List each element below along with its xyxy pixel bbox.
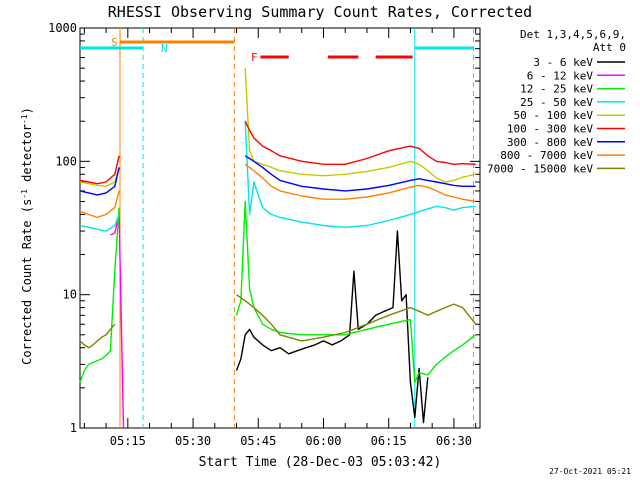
y-tick-label: 100 <box>55 154 77 168</box>
y-axis-label-exp2: -1 <box>20 114 29 124</box>
chart-title: RHESSI Observing Summary Count Rates, Co… <box>108 3 532 21</box>
series-line-8 <box>79 294 477 349</box>
legend-header-line1: Det 1,3,4,5,6,9, <box>520 28 626 41</box>
plot-frame <box>79 27 481 429</box>
series-line-0 <box>235 230 429 424</box>
x-axis-label: Start Time (28-Dec-03 05:03:42) <box>199 455 442 470</box>
y-axis-label: Corrected Count Rate (s-1 detector-1) <box>20 107 35 365</box>
flag-label-f: F <box>251 51 258 64</box>
legend-label-7: 800 - 7000 keV <box>500 149 593 162</box>
flag-label-n: N <box>161 42 168 55</box>
y-axis-label-exp1: -1 <box>20 189 29 199</box>
series-line-4 <box>79 68 476 187</box>
legend-label-1: 6 - 12 keV <box>527 69 594 82</box>
series-line-5 <box>79 120 476 185</box>
y-tick-label: 1000 <box>48 21 77 35</box>
x-tick-label: 06:00 <box>305 434 341 448</box>
series-line-1 <box>110 213 125 429</box>
footer-timestamp: 27-Oct-2021 05:21 <box>549 467 631 476</box>
flag-label-s: S <box>111 36 118 49</box>
series-line-3 <box>79 121 476 232</box>
x-tick-label: 06:30 <box>436 434 472 448</box>
legend-label-3: 25 - 50 keV <box>520 96 593 109</box>
legend-label-5: 100 - 300 keV <box>507 123 593 136</box>
legend-label-2: 12 - 25 keV <box>520 83 593 96</box>
plot-area: 1 10 100 1000 05:15 05:30 05:45 06:00 06:15 06:30… <box>48 21 625 448</box>
legend-label-8: 7000 - 15000 keV <box>487 162 593 175</box>
y-axis-label-part2: detector <box>20 124 34 189</box>
series-line-2 <box>79 200 477 383</box>
series-line-6 <box>79 155 476 196</box>
legend-label-4: 50 - 100 keV <box>514 109 594 122</box>
legend-header-line2: Att 0 <box>593 41 626 54</box>
legend-label-0: 3 - 6 keV <box>533 56 593 69</box>
series-line-7 <box>79 163 476 219</box>
x-tick-label: 05:45 <box>240 434 276 448</box>
x-tick-label: 05:15 <box>110 434 146 448</box>
x-tick-label: 05:30 <box>175 434 211 448</box>
y-tick-label: 10 <box>63 288 77 302</box>
y-tick-label: 1 <box>70 421 77 435</box>
x-tick-label: 06:15 <box>371 434 407 448</box>
y-axis-label-part1: Corrected Count Rate (s <box>20 199 34 365</box>
legend-label-6: 300 - 800 keV <box>507 136 593 149</box>
y-axis-label-part3: ) <box>20 107 34 114</box>
